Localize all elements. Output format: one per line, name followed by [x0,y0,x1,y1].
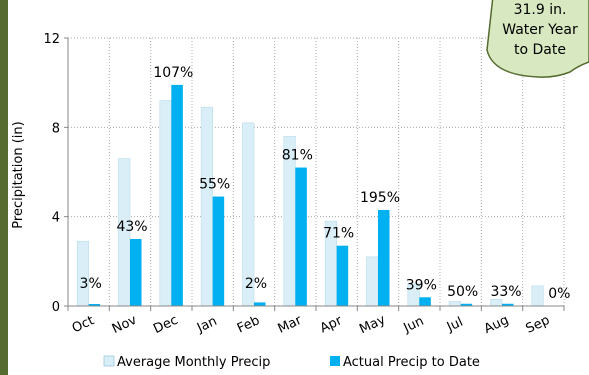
y-axis-title: Precipitation (in) [11,121,26,228]
bar-actual [295,167,307,306]
percent-label: 0% [548,286,570,302]
bar-actual [88,303,101,306]
percent-label: 107% [153,65,193,81]
x-tick-label: Dec [151,313,180,337]
badge-shape [486,0,589,78]
percent-label: 3% [80,276,102,292]
badge-line-1: 31.9 in. [514,2,567,18]
x-tick-label: Jan [194,314,219,336]
bars [76,84,544,307]
y-tick-label: 8 [52,121,60,136]
bar-average [76,240,89,307]
bar-actual [336,245,349,306]
legend-swatch-actual [330,356,340,366]
x-tick-label: May [357,312,388,337]
x-tick-label: Jul [444,315,465,336]
percent-labels: 3% 43% 107% 55% 2% 81% 71% 195% 39% 50% 33% 0% [80,65,571,302]
bar-actual [212,196,225,306]
bar-actual [378,209,390,306]
legend-label-actual: Actual Precip to Date [343,355,480,370]
bar-actual [171,84,183,307]
percent-label: 195% [360,190,400,206]
legend-item-average: Average Monthly Precip [103,355,270,370]
x-tick-label: Aug [482,313,511,337]
x-tick-labels: Oct Nov Dec Jan Feb Mar Apr May Jun Jul Aug Sep [70,312,552,337]
bar-average [531,285,544,307]
badge-line-3: to Date [514,42,566,58]
frame-border [0,0,8,375]
bar-average [490,298,503,307]
badge-line-2: Water Year [502,22,578,38]
y-tick-label: 12 [43,32,60,47]
bar-actual [130,239,142,306]
bar-actual [419,297,431,306]
legend: Average Monthly Precip Actual Precip to … [103,355,480,370]
axes [64,37,565,311]
percent-label: 33% [490,284,521,300]
gridlines [68,37,565,306]
bar-average [448,301,461,307]
bar-actual [254,302,266,306]
y-tick-label: 4 [52,211,60,226]
bar-average [159,100,172,307]
x-tick-label: Feb [235,313,262,336]
bar-average [200,106,213,307]
percent-label: 50% [447,284,478,300]
legend-item-actual: Actual Precip to Date [330,355,480,370]
bar-actual [502,303,514,306]
x-tick-label: Oct [70,313,97,336]
y-tick-labels: 0 4 8 12 [43,32,60,315]
bar-average [366,256,379,307]
x-tick-label: Mar [276,313,305,337]
percent-label: 81% [282,148,313,164]
x-tick-label: Apr [318,313,345,336]
water-year-badge: 31.9 in. Water Year to Date [486,0,589,78]
percent-label: 2% [245,276,267,292]
x-tick-label: Nov [110,313,140,337]
percent-label: 39% [406,277,437,293]
x-tick-label: Sep [524,313,553,337]
x-tick-label: Jun [401,314,427,337]
percent-label: 71% [323,226,354,242]
bar-actual [460,303,473,306]
y-tick-label: 0 [52,300,60,315]
percent-label: 55% [199,177,230,193]
legend-swatch-average [103,355,115,367]
percent-label: 43% [116,219,147,235]
legend-label-average: Average Monthly Precip [117,355,270,370]
